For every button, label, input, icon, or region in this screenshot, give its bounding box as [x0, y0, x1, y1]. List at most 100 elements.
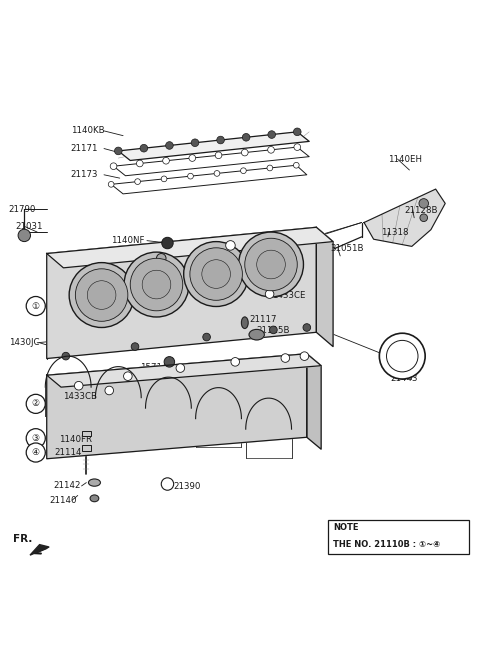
Circle shape: [156, 253, 166, 263]
Text: 21173: 21173: [71, 170, 98, 179]
Text: NOTE: NOTE: [333, 523, 359, 532]
FancyArrowPatch shape: [35, 548, 47, 553]
Circle shape: [303, 324, 311, 331]
Text: ①: ①: [32, 301, 40, 310]
Circle shape: [257, 250, 285, 279]
Polygon shape: [47, 227, 333, 268]
Circle shape: [270, 326, 277, 333]
Circle shape: [166, 141, 173, 149]
Text: 1140NF: 1140NF: [111, 236, 144, 245]
Circle shape: [281, 354, 289, 362]
Bar: [82, 445, 91, 451]
Text: 21140: 21140: [49, 496, 77, 505]
Circle shape: [164, 356, 175, 367]
Circle shape: [214, 170, 220, 176]
Circle shape: [267, 165, 273, 171]
Circle shape: [161, 176, 167, 181]
Polygon shape: [47, 227, 316, 358]
Text: ④: ④: [32, 448, 40, 457]
Text: 21126C: 21126C: [171, 266, 204, 274]
Circle shape: [190, 248, 242, 300]
Circle shape: [386, 341, 418, 372]
Text: 1140FR: 1140FR: [59, 435, 92, 444]
Circle shape: [135, 179, 141, 185]
Circle shape: [203, 333, 210, 341]
Circle shape: [110, 163, 117, 170]
Text: 21114: 21114: [54, 448, 82, 457]
Circle shape: [419, 198, 429, 208]
Text: 21171: 21171: [71, 144, 98, 153]
Circle shape: [205, 267, 214, 276]
Text: 1571AB: 1571AB: [140, 363, 174, 371]
Text: 21790: 21790: [9, 204, 36, 214]
Circle shape: [202, 260, 230, 288]
Circle shape: [240, 168, 246, 174]
Circle shape: [26, 428, 45, 448]
Circle shape: [293, 128, 301, 136]
Circle shape: [108, 181, 114, 187]
Circle shape: [191, 139, 199, 147]
Text: 21188A: 21188A: [106, 252, 139, 261]
Polygon shape: [316, 227, 333, 346]
Polygon shape: [47, 354, 307, 458]
Text: 1433CE: 1433CE: [273, 291, 306, 300]
Circle shape: [75, 269, 128, 322]
Circle shape: [123, 372, 132, 381]
Circle shape: [293, 162, 299, 168]
Circle shape: [420, 214, 428, 221]
Text: THE NO. 21110B : ①~④: THE NO. 21110B : ①~④: [333, 540, 440, 549]
Circle shape: [62, 352, 70, 360]
Circle shape: [142, 271, 171, 299]
Circle shape: [26, 297, 45, 316]
Text: 31051B: 31051B: [331, 244, 364, 253]
Circle shape: [105, 386, 114, 395]
Text: 1430JC: 1430JC: [9, 338, 39, 347]
Text: ②: ②: [32, 400, 40, 408]
Circle shape: [231, 358, 240, 366]
Text: 11318: 11318: [381, 227, 408, 236]
Circle shape: [26, 443, 45, 462]
Circle shape: [69, 263, 134, 328]
Circle shape: [226, 240, 235, 250]
Ellipse shape: [241, 317, 248, 328]
Ellipse shape: [90, 495, 99, 502]
Circle shape: [245, 238, 297, 291]
Circle shape: [241, 149, 248, 156]
Text: 1433CB: 1433CB: [63, 392, 97, 401]
Text: 21115B: 21115B: [257, 326, 290, 335]
Circle shape: [26, 394, 45, 413]
Bar: [82, 430, 91, 436]
Circle shape: [300, 352, 309, 360]
Circle shape: [131, 343, 139, 350]
Circle shape: [176, 364, 185, 372]
Circle shape: [87, 281, 116, 309]
Text: FR.: FR.: [13, 534, 33, 544]
Text: ③: ③: [32, 434, 40, 443]
Circle shape: [265, 290, 274, 299]
Polygon shape: [47, 354, 321, 387]
Text: 21443: 21443: [390, 374, 418, 383]
Circle shape: [294, 143, 300, 151]
Text: 21128B: 21128B: [405, 206, 438, 215]
Circle shape: [124, 252, 189, 317]
Circle shape: [242, 134, 250, 141]
Text: 21031: 21031: [16, 222, 43, 231]
Ellipse shape: [249, 329, 264, 340]
Circle shape: [239, 232, 303, 297]
Polygon shape: [118, 132, 309, 160]
Text: 1140KB: 1140KB: [71, 126, 104, 136]
Circle shape: [163, 157, 169, 164]
Circle shape: [379, 333, 425, 379]
Text: 21117: 21117: [250, 315, 277, 324]
Circle shape: [115, 147, 122, 155]
Text: 21390: 21390: [173, 482, 201, 491]
Circle shape: [161, 478, 174, 490]
Circle shape: [136, 160, 143, 167]
Polygon shape: [364, 189, 445, 246]
Bar: [328, 520, 469, 554]
Circle shape: [268, 131, 276, 138]
Circle shape: [184, 242, 249, 307]
Circle shape: [268, 147, 275, 153]
Text: 1140EH: 1140EH: [388, 155, 422, 164]
Text: 21142: 21142: [53, 481, 81, 491]
